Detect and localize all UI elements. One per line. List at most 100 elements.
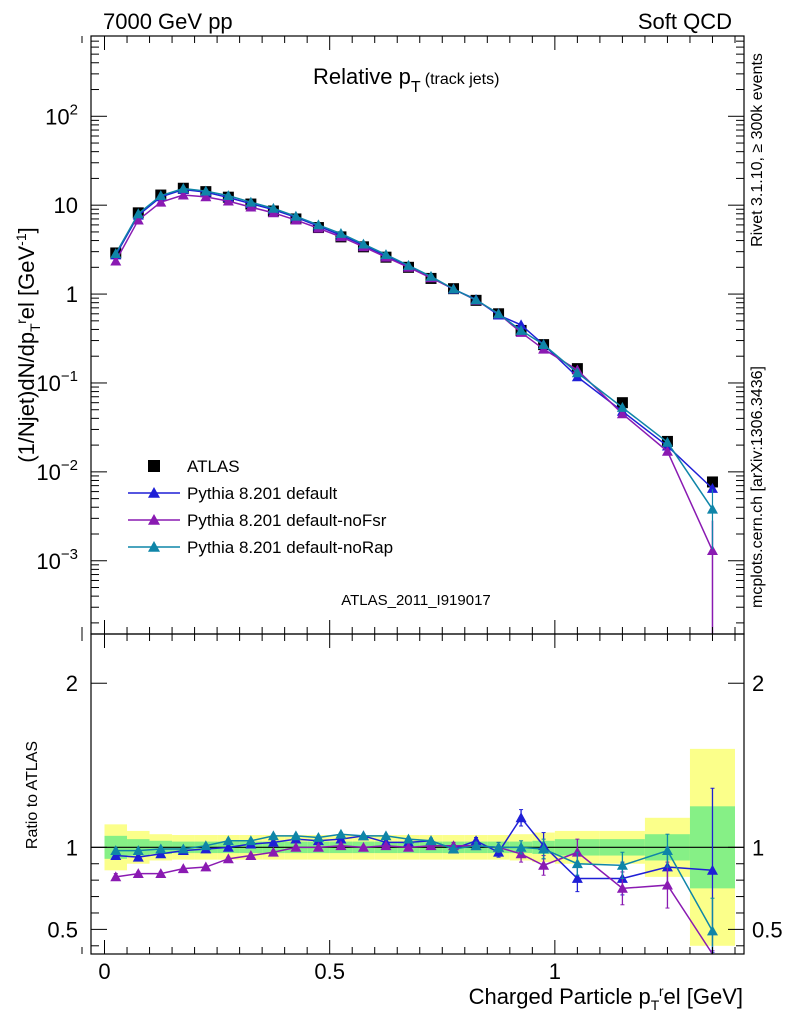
data-point [515, 324, 527, 335]
data-point [515, 319, 527, 330]
watermark: ATLAS_2011_I919017 [341, 592, 491, 609]
series-3 [110, 183, 718, 514]
y-tick-label: 10−1 [36, 368, 78, 396]
ratio-point [380, 830, 392, 841]
data-point [200, 191, 212, 202]
data-point [616, 401, 628, 412]
ratio-point [290, 830, 302, 841]
x-axis-label: Charged Particle pTrel [GeV] [469, 983, 743, 1013]
ratio-point [200, 861, 212, 872]
ratio-line [115, 833, 714, 932]
legend-marker [148, 487, 160, 498]
ratio-point [335, 828, 347, 839]
ratio-point [380, 840, 392, 851]
data-point [132, 214, 144, 225]
ratio-point [222, 841, 234, 852]
data-point [380, 249, 392, 259]
series-line [115, 194, 714, 551]
legend-label: Pythia 8.201 default-noRap [187, 538, 393, 557]
data-point [448, 283, 460, 294]
x-tick-label: 1 [549, 959, 561, 984]
data-point [312, 219, 324, 230]
data-point [155, 196, 167, 207]
data-point [616, 408, 628, 419]
legend-marker [148, 514, 160, 525]
header-left: 7000 GeV pp [103, 9, 233, 34]
data-point [267, 202, 279, 213]
ratio-point [616, 859, 628, 870]
ratio-point [425, 835, 437, 846]
data-point [470, 294, 482, 305]
ratio-point [132, 868, 144, 878]
ratio-point [155, 843, 167, 854]
ratio-point [706, 925, 718, 936]
ratio-y-tick-label: 0.5 [752, 917, 783, 942]
x-tick-label: 0 [98, 959, 110, 984]
y-tick-label: 10−2 [36, 457, 78, 485]
ratio-point [357, 830, 369, 841]
y-tick-label: 10−3 [36, 546, 78, 574]
ratio-point [571, 846, 583, 857]
data-point [132, 208, 144, 219]
ratio-y-tick-label: 1 [66, 835, 78, 860]
ratio-point [177, 843, 189, 854]
data-point [110, 255, 122, 266]
x-tick-label: 0.5 [314, 959, 345, 984]
data-point [661, 445, 673, 456]
mcplots-label: mcplots.cern.ch [arXiv:1306.3436] [749, 366, 766, 608]
ratio-point [312, 831, 324, 842]
ratio-point [155, 868, 167, 878]
ratio-point [267, 830, 279, 841]
ratio-point [267, 836, 279, 847]
ratio-point [200, 840, 212, 851]
legend-marker [148, 460, 160, 472]
ratio-point [616, 882, 628, 893]
legend-label: Pythia 8.201 default [187, 484, 338, 503]
ratio-point [110, 871, 122, 882]
ratio-point [245, 850, 257, 860]
data-point [290, 210, 302, 221]
ratio-point [515, 841, 527, 852]
ratio-point [571, 873, 583, 883]
data-point [571, 367, 583, 378]
main-title: Relative pT (track jets) [313, 64, 499, 96]
data-point [538, 339, 550, 350]
data-point [222, 195, 234, 206]
data-point [425, 270, 437, 281]
ratio-y-tick-label: 2 [66, 671, 78, 696]
ratio-panel: 0.5 0.5 1 1 2 2 0 0.5 1 Ratio to ATLAS Charged P… [24, 633, 783, 1013]
data-point [222, 190, 234, 201]
legend-marker [148, 541, 160, 552]
ratio-point [571, 858, 583, 869]
ratio-point [110, 845, 122, 856]
ratio-point [245, 835, 257, 846]
legend-label: ATLAS [187, 457, 240, 476]
main-panel: 10−3 10−2 10−1 1 10 102 Relative pT (track je… [13, 35, 745, 635]
data-point [245, 196, 257, 207]
ratio-y-tick-label: 1 [752, 835, 764, 860]
ratio-point [402, 841, 414, 852]
ratio-point [290, 841, 302, 852]
data-point [155, 190, 167, 201]
series-line [115, 187, 714, 510]
data-point [661, 436, 673, 447]
ratio-point [312, 841, 324, 852]
ratio-point [661, 879, 673, 890]
data-point [335, 228, 347, 238]
legend: ATLAS Pythia 8.201 default Pythia 8.201 de… [128, 457, 393, 557]
y-tick-label: 102 [45, 101, 78, 129]
header-right: Soft QCD [638, 9, 732, 34]
data-point [110, 248, 122, 259]
legend-label: Pythia 8.201 default-noFsr [187, 511, 387, 530]
data-point [200, 185, 212, 196]
ratio-point [515, 812, 527, 823]
ratio-point [538, 859, 550, 870]
ratio-point [335, 840, 347, 851]
data-point [357, 238, 369, 249]
ratio-y-tick-label: 2 [752, 671, 764, 696]
ratio-series-2 [110, 828, 718, 955]
ratio-point [448, 843, 460, 854]
ratio-point [357, 841, 369, 852]
ratio-ylabel: Ratio to ATLAS [24, 741, 41, 849]
